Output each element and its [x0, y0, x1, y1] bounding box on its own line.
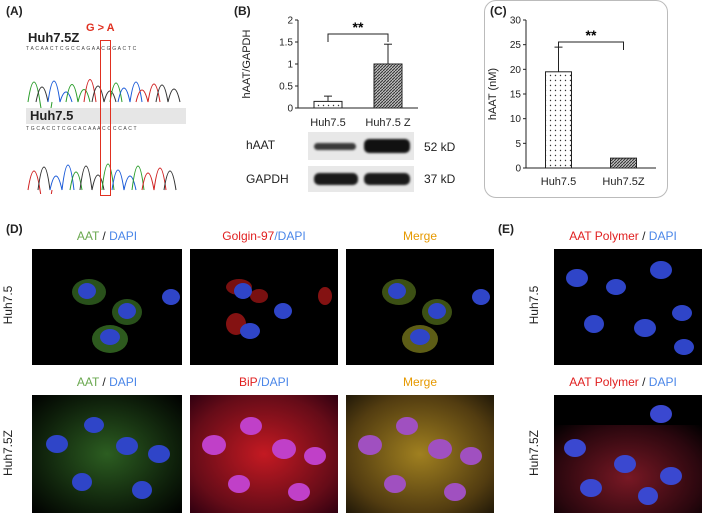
x-tick-label: Huh7.5 Z [365, 117, 411, 129]
bar [610, 157, 637, 169]
y-tick-label: 25 [510, 40, 522, 51]
d-image-aat-huh75 [32, 249, 182, 365]
blot-gapdh [308, 166, 414, 192]
y-tick-label: 10 [510, 114, 522, 125]
blot-kd-37: 37 kD [424, 172, 456, 186]
y-tick-label: 5 [515, 139, 521, 150]
band-gapdh-huh75z [364, 173, 410, 185]
d-title-aat-dapi-2: AAT / DAPI [76, 375, 138, 389]
d-image-golgin-huh75 [190, 249, 338, 365]
sequence-top: T A C A A C T C G C C A G A A C G G A C … [26, 46, 137, 52]
significance-bracket [558, 41, 624, 50]
panel-e-letter: (E) [498, 222, 514, 236]
x-tick-label: Huh7.5 [541, 176, 576, 188]
y-tick-label: 20 [510, 65, 522, 76]
y-tick-label: 2 [287, 16, 293, 27]
panel-a-letter: (A) [6, 4, 23, 18]
panel-b-letter: (B) [234, 4, 251, 18]
bar [545, 71, 572, 169]
band-haat-huh75 [314, 143, 356, 150]
y-tick-label: 0 [515, 164, 521, 175]
d-row-label-huh75z: Huh7.5Z [1, 429, 15, 477]
e-title-polymer-dapi-1: AAT Polymer / DAPI [569, 229, 677, 243]
blot-label-haat: hAAT [246, 138, 276, 152]
e-row-label-huh75: Huh7.5 [527, 285, 541, 325]
y-tick-label: 30 [510, 16, 522, 27]
chart-c: 0 5 10 15 20 25 30 hAAT (nM) Huh7.5 Huh7.5Z ** [488, 16, 656, 188]
e-row-label-huh75z: Huh7.5Z [527, 429, 541, 477]
panel-d-letter: (D) [6, 222, 23, 236]
blot-kd-52: 52 kD [424, 140, 456, 154]
chromatogram-bottom-label: Huh7.5 [30, 108, 74, 123]
chart-b: 0 0.5 1 1.5 2 hAAT/GAPDH Huh7.5 Huh7.5 Z ** [241, 16, 418, 129]
d-title-merge-2: Merge [402, 375, 437, 389]
sequence-bottom: T G C A C C T C G C A C A A A C C C C A … [26, 126, 137, 132]
e-image-huh75 [554, 249, 702, 365]
blot-haat [308, 132, 414, 160]
mutation-highlight-box [100, 40, 111, 196]
band-haat-huh75z [364, 139, 410, 153]
d-row-label-huh75: Huh7.5 [1, 285, 15, 325]
d-image-merge-huh75z [346, 395, 494, 513]
e-image-huh75z [554, 395, 702, 513]
d-title-merge-1: Merge [402, 229, 437, 243]
significance-bracket [327, 33, 389, 42]
bar [373, 63, 403, 109]
y-axis-label: hAAT (nM) [488, 68, 499, 120]
d-title-bip-dapi: BiP/DAPI [238, 375, 290, 389]
blot-label-gapdh: GAPDH [246, 172, 289, 186]
y-tick-label: 1 [287, 60, 293, 71]
e-title-polymer-dapi-2: AAT Polymer / DAPI [569, 375, 677, 389]
y-tick-label: 0 [287, 104, 293, 115]
bar [313, 100, 343, 109]
panel-c-letter: (C) [490, 4, 507, 18]
chromatogram-divider [26, 108, 186, 124]
chromatogram-panel: Huh7.5Z G > A T A C A A C T C G C C A G … [26, 20, 186, 196]
y-tick-label: 1.5 [279, 38, 293, 49]
significance-label: ** [586, 27, 597, 43]
d-image-merge-huh75 [346, 249, 494, 365]
mutation-label: G > A [86, 22, 115, 34]
d-image-bip-huh75z [190, 395, 338, 513]
y-axis-label: hAAT/GAPDH [241, 30, 253, 99]
chromatogram-top-label: Huh7.5Z [28, 30, 80, 45]
chromatogram-trace-top [27, 79, 181, 108]
d-title-golgin-dapi: Golgin-97/DAPI [222, 229, 306, 243]
y-tick-label: 0.5 [279, 82, 293, 93]
band-gapdh-huh75 [314, 173, 358, 185]
x-tick-label: Huh7.5Z [602, 176, 644, 188]
x-tick-label: Huh7.5 [310, 117, 345, 129]
y-tick-label: 15 [510, 90, 522, 101]
panel-c-frame [484, 0, 668, 198]
d-image-aat-huh75z [32, 395, 182, 513]
d-title-aat-dapi-1: AAT / DAPI [76, 229, 138, 243]
significance-label: ** [353, 19, 364, 35]
